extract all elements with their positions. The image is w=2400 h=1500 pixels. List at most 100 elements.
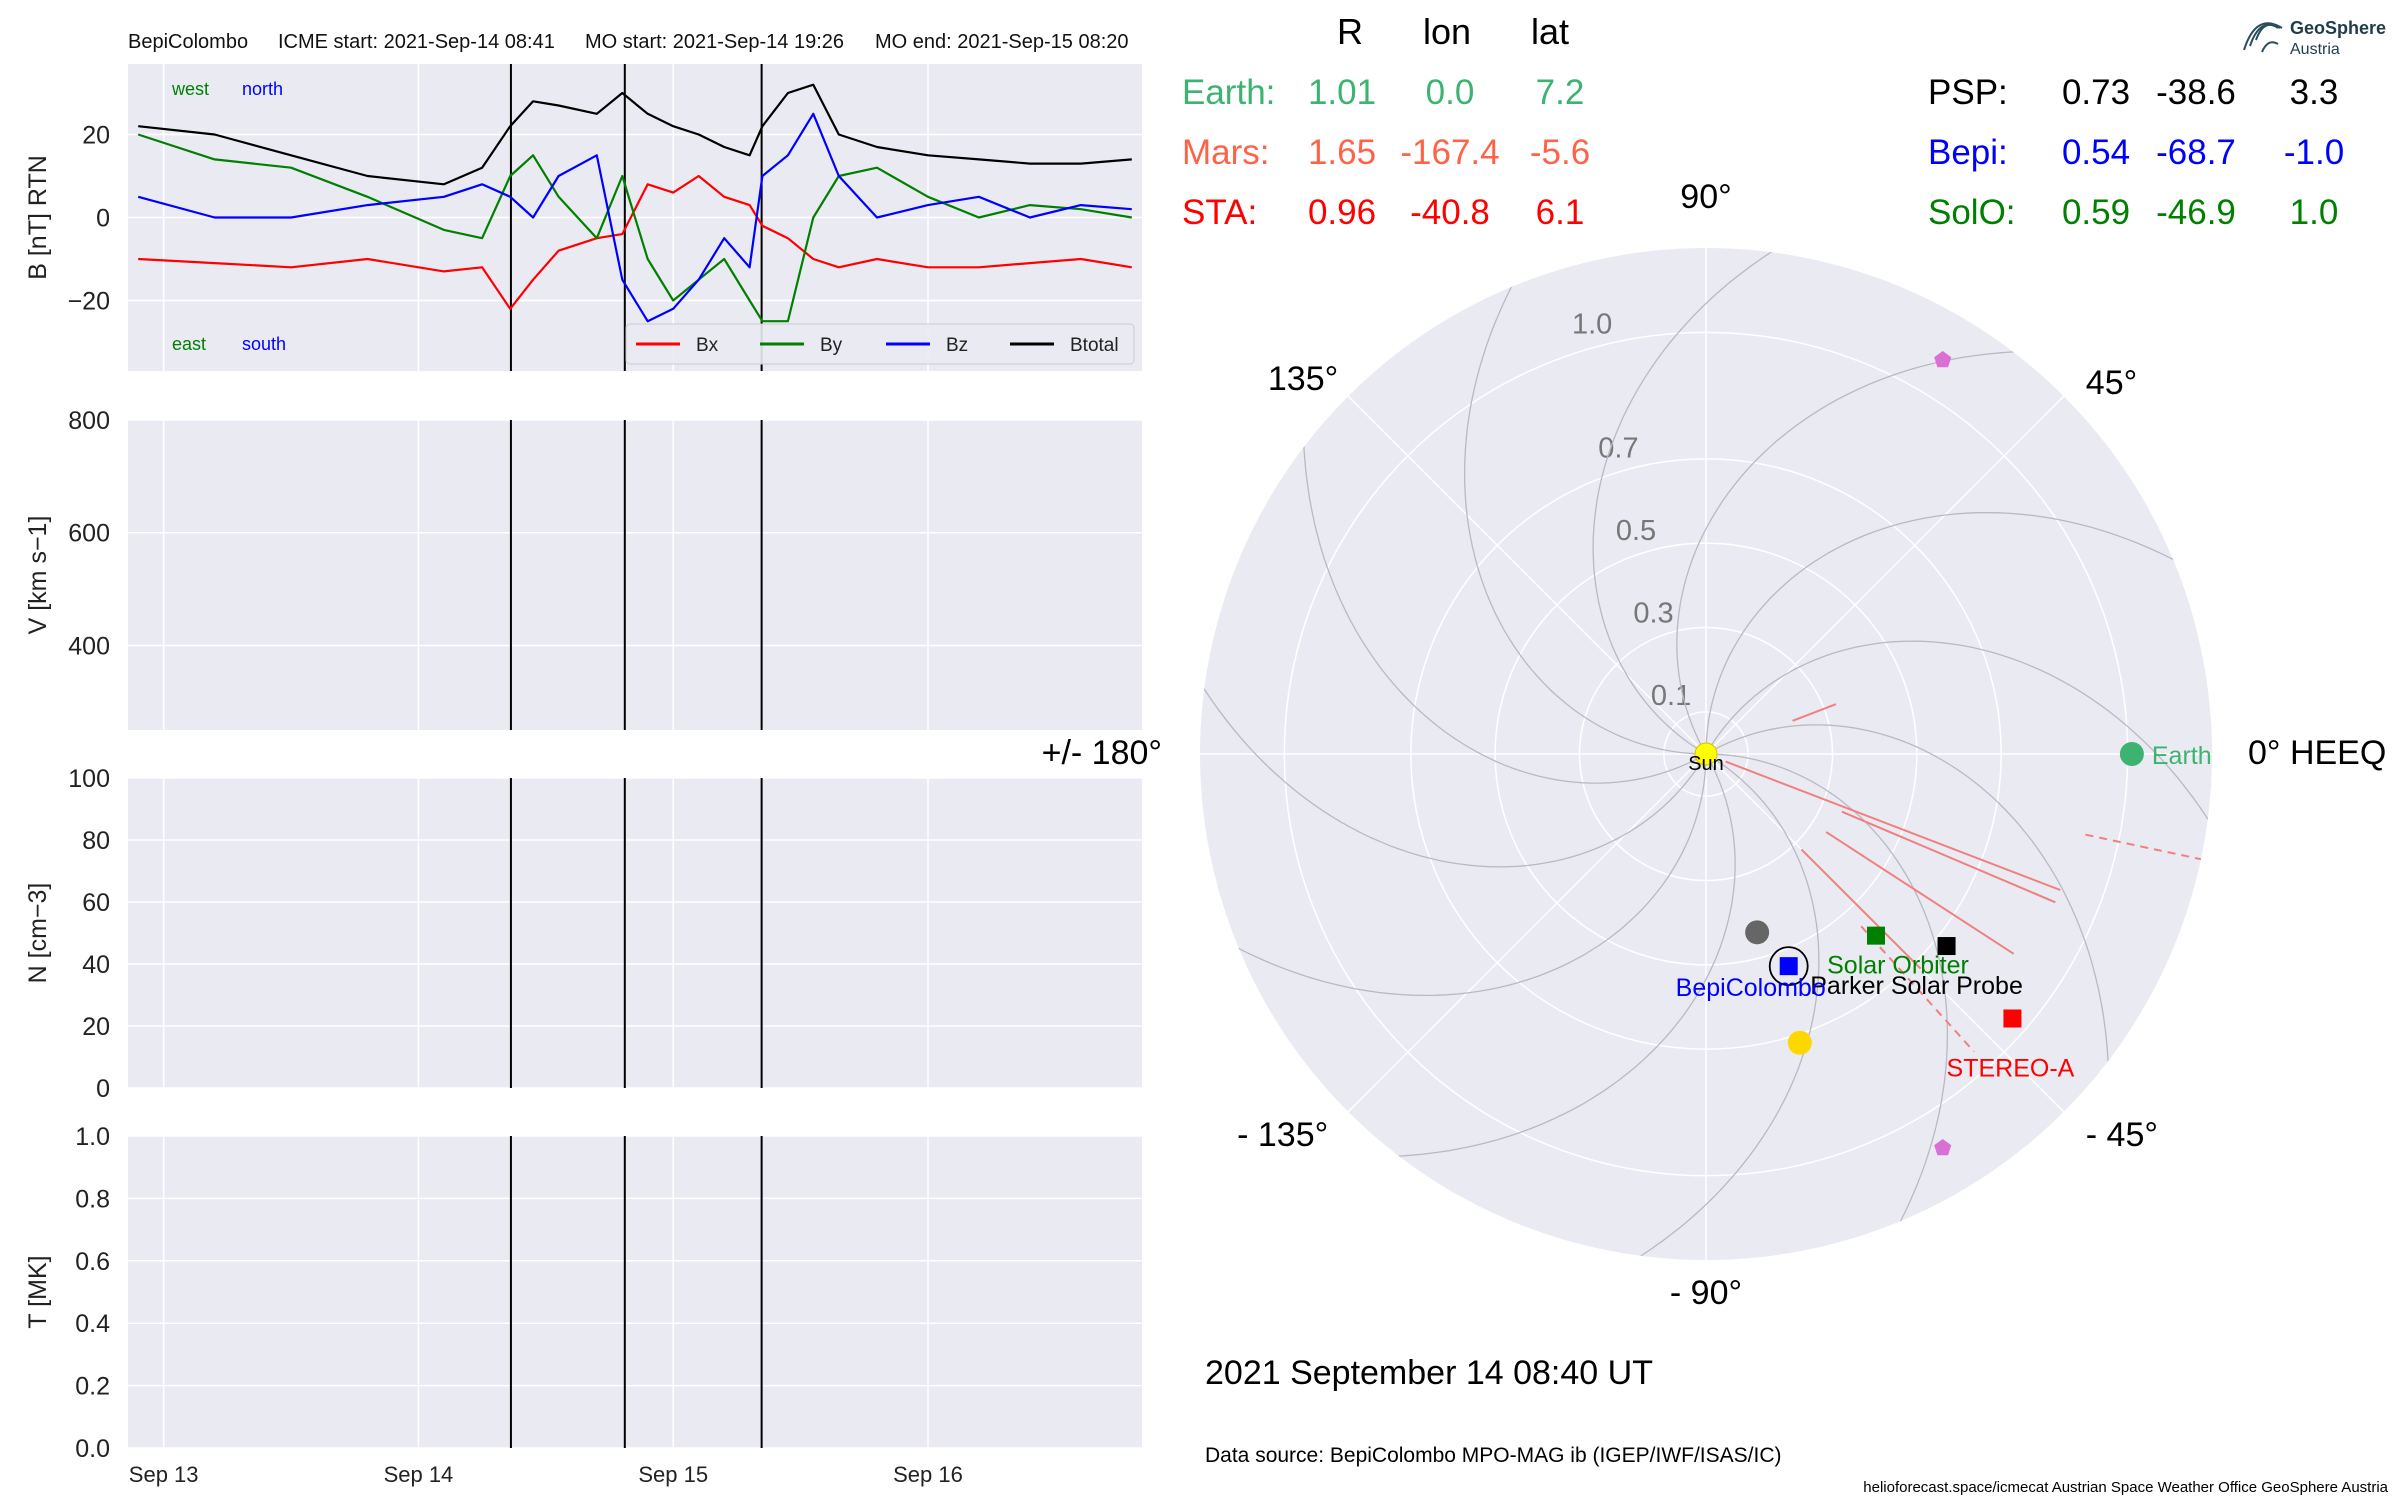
table-cell: 0.96 xyxy=(1308,193,1376,232)
icme-front-line xyxy=(1800,848,1922,970)
panel-speed: 800 600 400 V [km s−1] xyxy=(24,407,1142,730)
angle-label: - 45° xyxy=(2086,1116,2158,1154)
label-bepi: BepiColombo xyxy=(1676,974,1826,1002)
table-cell: -46.9 xyxy=(2156,193,2236,232)
mo-start-label: MO start: 2021-Sep-14 19:26 xyxy=(585,31,844,53)
logo-name-line2: Austria xyxy=(2290,41,2340,58)
table-row-name: Bepi: xyxy=(1928,133,2008,172)
marker-mercury xyxy=(1745,920,1770,945)
parker-spiral-line xyxy=(1200,700,1707,997)
table-cell: 0.54 xyxy=(2062,133,2130,172)
x-tick-label: Sep 13 xyxy=(129,1462,199,1487)
y-tick-label: 400 xyxy=(68,632,110,660)
radius-tick-label: 1.0 xyxy=(1572,309,1612,341)
table-header-lat: lat xyxy=(1531,11,1569,52)
mo-end-label: MO end: 2021-Sep-15 08:20 xyxy=(875,31,1129,53)
table-cell: -1.0 xyxy=(2284,133,2344,172)
table-cell: 6.1 xyxy=(1536,193,1585,232)
y-tick-label: 0 xyxy=(96,1075,110,1103)
radius-tick-label: 0.7 xyxy=(1598,432,1638,464)
y-axis-label: V [km s−1] xyxy=(24,516,52,635)
table-cell: -40.8 xyxy=(1410,193,1490,232)
parker-spiral-line xyxy=(1463,248,1760,755)
angle-label: 90° xyxy=(1680,178,1731,216)
b-field-series xyxy=(137,83,1132,323)
icme-front-line xyxy=(1792,703,1837,722)
y-tick-label: 1.0 xyxy=(75,1123,110,1151)
marker-earth xyxy=(2119,742,2144,766)
legend-label-by: By xyxy=(820,335,843,356)
label-psp: Parker Solar Probe xyxy=(1810,972,2023,1000)
panel-temperature: 1.0 0.8 0.6 0.4 0.2 0.0 T [MK] xyxy=(24,1123,1142,1463)
positions-table: R lon lat Earth: 1.01 0.0 7.2 Mars: 1.65 -167.… xyxy=(1182,11,2344,232)
marker-psp xyxy=(1937,937,1956,956)
marker-sun xyxy=(1694,742,1718,766)
plot-datetime: 2021 September 14 08:40 UT xyxy=(1205,1354,1653,1392)
marker-planet_a xyxy=(1934,351,1952,368)
panel-background xyxy=(128,420,1142,730)
b-field-legend: Bx By Bz Btotal xyxy=(625,323,1135,365)
radius-ring xyxy=(1663,711,1749,797)
icme-front-lines xyxy=(1725,703,2202,1053)
annotation-west: west xyxy=(171,79,209,99)
parker-spiral-line xyxy=(1306,753,1820,1260)
angle-label: 135° xyxy=(1268,360,1338,398)
table-cell: -68.7 xyxy=(2156,133,2236,172)
table-cell: -167.4 xyxy=(1400,133,1499,172)
y-tick-label: 0 xyxy=(96,205,110,233)
geosphere-swirl-icon xyxy=(2243,22,2283,53)
radius-ring xyxy=(1578,626,1834,882)
icme-front-line xyxy=(1860,925,1975,1053)
y-tick-label: 40 xyxy=(82,951,110,979)
marker-sta xyxy=(2003,1009,2022,1028)
table-cell: 0.0 xyxy=(1426,73,1475,112)
annotation-east: east xyxy=(172,334,206,354)
y-tick-label: 0.6 xyxy=(75,1248,110,1276)
panel-background xyxy=(128,778,1142,1088)
y-tick-label: 0.2 xyxy=(75,1373,110,1401)
y-tick-label: 600 xyxy=(68,520,110,548)
marker-solo xyxy=(1866,926,1885,945)
icme-front-line xyxy=(1841,810,2056,904)
icme-front-line xyxy=(1725,760,2061,891)
angle-label: - 90° xyxy=(1670,1274,1742,1312)
radius-tick-label: 0.1 xyxy=(1651,680,1691,712)
y-tick-label: 80 xyxy=(82,827,110,855)
y-axis-label: T [MK] xyxy=(24,1255,52,1328)
x-tick-label: Sep 14 xyxy=(384,1462,454,1487)
label-earth: Earth xyxy=(2152,742,2212,770)
y-tick-label: 0.4 xyxy=(75,1310,110,1338)
label-sta: STEREO-A xyxy=(1947,1055,2075,1083)
y-tick-label: −20 xyxy=(68,287,110,315)
y-axis-label: B [nT] RTN xyxy=(24,155,52,280)
annotation-south: south xyxy=(242,334,286,354)
table-cell: 7.2 xyxy=(1536,73,1585,112)
table-cell: 1.65 xyxy=(1308,133,1376,172)
marker-bepi xyxy=(1779,957,1798,976)
table-cell: 0.59 xyxy=(2062,193,2130,232)
credits: helioforecast.space/icmecat Austrian Spa… xyxy=(1863,1479,2388,1496)
y-tick-label: 100 xyxy=(68,765,110,793)
y-tick-label: 20 xyxy=(82,1013,110,1041)
radius-ring xyxy=(1494,542,1918,966)
angle-label: 45° xyxy=(2086,364,2137,402)
y-tick-label: 0.0 xyxy=(75,1435,110,1463)
legend-box xyxy=(625,323,1135,365)
table-row-name: PSP: xyxy=(1928,73,2008,112)
table-cell: 1.01 xyxy=(1308,73,1376,112)
y-tick-label: 800 xyxy=(68,407,110,435)
table-row-name: STA: xyxy=(1182,193,1257,232)
data-source: Data source: BepiColombo MPO-MAG ib (IGE… xyxy=(1205,1444,1782,1467)
angle-label: 0° HEEQ xyxy=(2248,734,2386,772)
x-tick-label: Sep 16 xyxy=(893,1462,963,1487)
radius-ring xyxy=(1410,458,2002,1050)
heliosphere-polar-plot: 0.1 0.3 0.5 0.7 1.0 0° HEEQ 45° 90° 135° +/- 180°… xyxy=(1042,178,2387,1312)
table-row-name: SolO: xyxy=(1928,193,2016,232)
panel-density: 100 80 60 40 20 0 N [cm−3] xyxy=(24,765,1142,1103)
marker-venus xyxy=(1787,1030,1812,1055)
radius-tick-label: 0.5 xyxy=(1616,515,1656,547)
parker-spiral-line xyxy=(1200,354,1707,868)
marker-bepi-ring xyxy=(1768,946,1809,987)
